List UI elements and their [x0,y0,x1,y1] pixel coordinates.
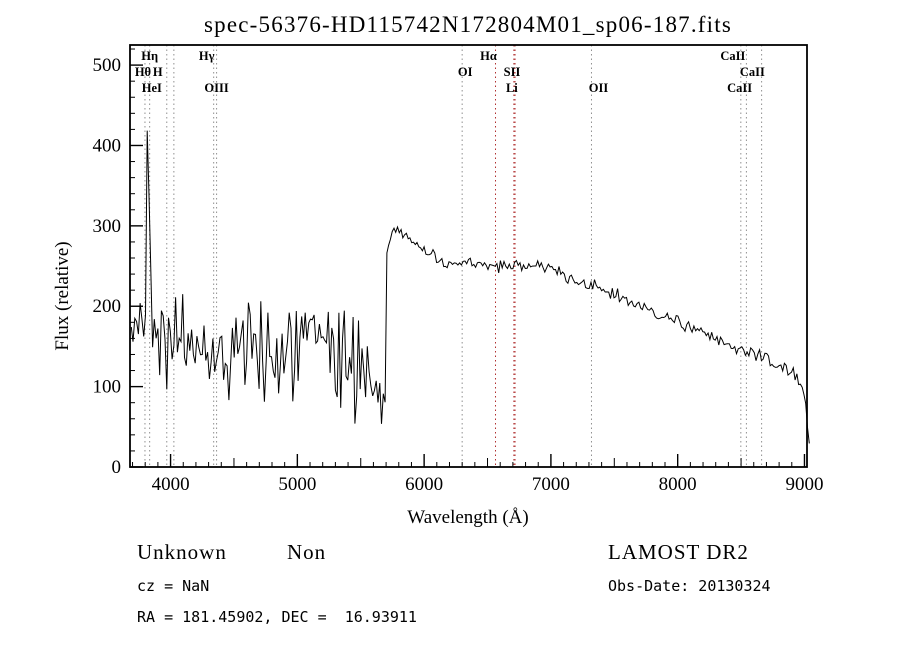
y-tick-label: 0 [112,457,122,478]
spectral-line-label-OI: OI [458,65,473,79]
axis-ticks: 4000 5000 6000 7000 8000 9000 0 100 200 300 400 500 [93,48,823,495]
spectral-line-label-OII: OII [589,81,609,95]
spectrum-line [130,130,810,444]
cz-value: cz = NaN [137,577,209,595]
spectral-line-label-Hη: Hη [141,49,158,63]
spectral-line-label-CaII: CaII [727,81,752,95]
spectral-line-label-CaII: CaII [740,65,765,79]
x-axis-label: Wavelength (Å) [407,507,528,528]
y-axis-label: Flux (relative) [52,241,73,350]
x-tick-label: 6000 [405,474,443,495]
x-tick-label: 4000 [152,474,190,495]
x-tick-label: 8000 [659,474,697,495]
y-tick-label: 400 [93,135,122,156]
spectral-line-label-Hθ: Hθ [135,65,151,79]
classification-label: Unknown [137,540,227,564]
survey-label: LAMOST DR2 [608,540,749,564]
plot-title: spec-56376-HD115742N172804M01_sp06-187.f… [204,12,732,37]
spectral-line-markers [144,45,763,467]
spectral-line-label-OIII: OIII [204,81,228,95]
x-tick-label: 7000 [532,474,570,495]
spectral-line-label-HeI: HeI [142,81,162,95]
spectral-line-label-Hγ: Hγ [199,49,215,63]
spectral-line-label-H: H [153,65,163,79]
y-tick-label: 300 [93,216,122,237]
coords-value: RA = 181.45902, DEC = 16.93911 [137,608,417,626]
spectral-line-label-CaII: CaII [720,49,745,63]
obs-date-value: Obs-Date: 20130324 [608,577,771,595]
x-tick-label: 9000 [785,474,823,495]
y-tick-label: 200 [93,296,122,317]
y-tick-label: 500 [93,55,122,76]
spectral-line-label-Li: Li [506,81,518,95]
plot-frame [129,44,808,468]
spectral-line-label-Hα: Hα [480,49,497,63]
spectral-line-label-SII: SII [504,65,521,79]
subclass-label: Non [287,540,326,564]
spectrum-trace [130,130,810,444]
spectral-line-labels: Hθ Hη H HeI Hγ OIII OI Hα SII Li OII CaII CaII CaII [135,49,765,95]
y-tick-label: 100 [93,377,122,398]
x-tick-label: 5000 [278,474,316,495]
